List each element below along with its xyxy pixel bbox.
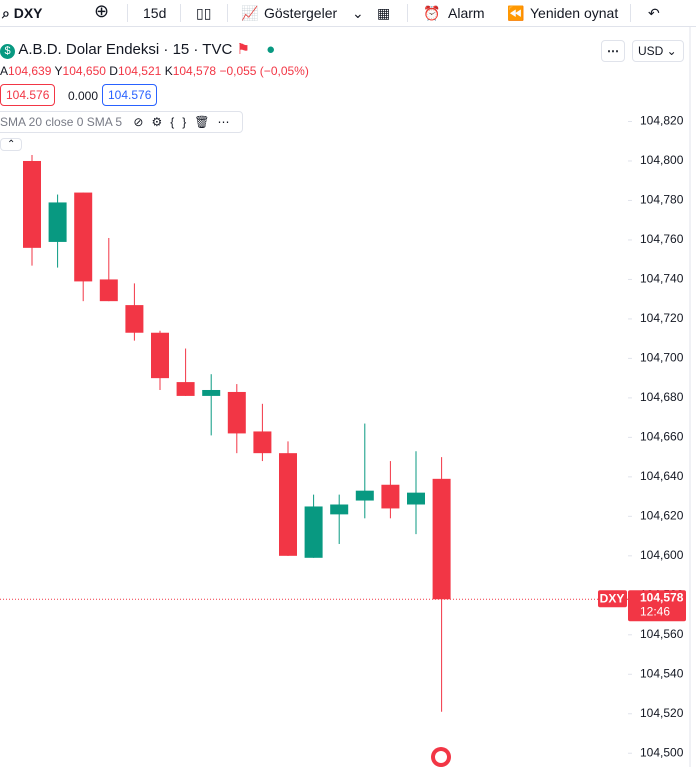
y-tick-label: 104,660 (640, 430, 684, 444)
candle-body (432, 478, 451, 600)
change: −0,055 (−0,05%) (219, 64, 309, 78)
y-tick-label: 104,680 (640, 390, 684, 404)
y-tick-label: 104,640 (640, 469, 684, 483)
candle-body (355, 490, 374, 501)
y-tick-label: 104,560 (640, 627, 684, 641)
dropdown[interactable]: ⌄ (352, 5, 364, 21)
alarm-icon: ⏰ (423, 5, 441, 21)
ask[interactable]: 104.576 (102, 84, 158, 106)
replay-icon: ⏪ (507, 5, 525, 21)
undo[interactable]: ↶ (648, 5, 660, 21)
symbol-search[interactable]: ⌕ DXY (2, 5, 43, 21)
y-tick-label: 104,700 (640, 351, 684, 365)
event-icon-inner (435, 751, 447, 763)
price-tag (628, 590, 686, 622)
open-value: 104,639 (8, 64, 52, 78)
candle-body (151, 332, 169, 379)
candle-body (227, 391, 246, 434)
currency[interactable]: USD ⌄ (632, 40, 684, 62)
candle-body (253, 431, 272, 454)
currency-label: USD (638, 44, 664, 58)
layouts[interactable]: ▦ (377, 5, 391, 21)
ohlc-legend: A104,639 Y104,650 D104,521 K104,578 −0,0… (0, 64, 309, 78)
price-tag-label: 104,578 (640, 590, 684, 604)
candle-body (330, 504, 349, 515)
compare-button[interactable]: ⊕ (94, 1, 110, 21)
separator (630, 4, 631, 22)
status-dot: ● (266, 41, 276, 58)
y-tick-label: 104,520 (640, 706, 684, 720)
indicators[interactable]: Göstergeler (264, 5, 338, 21)
candle-body (381, 484, 400, 509)
y-tick-label: 104,620 (640, 509, 684, 523)
candle-body (125, 305, 144, 333)
indicator-legend: SMA 20 close 0 SMA 5 ⊘⚙{}🗑⋯ (0, 111, 244, 133)
close-value: 104,578 (172, 64, 217, 78)
y-tick-label: 104,740 (640, 272, 684, 286)
chart-type[interactable]: ▯▯ (196, 5, 212, 21)
symbol-tag-label: DXY (600, 591, 625, 605)
interval[interactable]: 15d (143, 5, 167, 21)
collapse[interactable]: ⌃ (0, 138, 23, 151)
candle-body (74, 192, 93, 282)
more[interactable]: ⋯ (601, 40, 625, 62)
candle-body (176, 382, 195, 396)
low-value: 104,521 (117, 64, 162, 78)
candle-body (48, 202, 67, 242)
symbol-tag (598, 590, 627, 608)
toolbar: ⌕ DXY ⊕ 15d ▯▯ 📈 Göstergeler ⌄ ▦ ⏰ Alarm… (0, 0, 696, 27)
indicator-actions[interactable]: ⊘⚙{}🗑⋯ (133, 115, 238, 129)
y-tick-label: 104,780 (640, 193, 684, 207)
countdown: 12:46 (640, 604, 670, 618)
candle-body (407, 492, 425, 505)
spread: 0.000 (68, 89, 99, 103)
legend-title: A.B.D. Dolar Endeksi · 15 · TVC (18, 41, 233, 58)
bid[interactable]: 104.576 (0, 84, 56, 106)
indicators-icon: 📈 (241, 5, 259, 21)
y-tick-label: 104,760 (640, 232, 684, 246)
high-value: 104,650 (62, 64, 106, 78)
y-tick-label: 104,540 (640, 666, 684, 680)
candle-body (304, 506, 323, 558)
replay[interactable]: Yeniden oynat (530, 5, 619, 21)
alarm[interactable]: Alarm (448, 5, 485, 21)
y-tick-label: 104,820 (640, 114, 684, 128)
y-tick-label: 104,800 (640, 153, 684, 167)
low-label: D (109, 64, 118, 78)
symbol: DXY (13, 5, 43, 21)
open-label: A (0, 64, 9, 78)
indicator-name: SMA 20 close 0 SMA 5 (0, 115, 123, 129)
symbol-logo: $ (0, 44, 15, 59)
legend-title-row: $ A.B.D. Dolar Endeksi · 15 · TVC ⚑ ● (0, 40, 275, 59)
separator (127, 4, 128, 22)
flag[interactable]: ⚑ (236, 41, 250, 58)
separator (407, 4, 408, 22)
candle-body (23, 160, 41, 248)
separator (180, 4, 181, 22)
high-label: Y (54, 64, 63, 78)
y-tick-label: 104,500 (640, 745, 684, 759)
candle-body (279, 453, 297, 556)
candle-body (202, 389, 221, 396)
close-label: K (164, 64, 173, 78)
candle-body (99, 279, 118, 302)
y-tick-label: 104,720 (640, 311, 684, 325)
separator (227, 4, 228, 22)
y-tick-label: 104,600 (640, 548, 684, 562)
